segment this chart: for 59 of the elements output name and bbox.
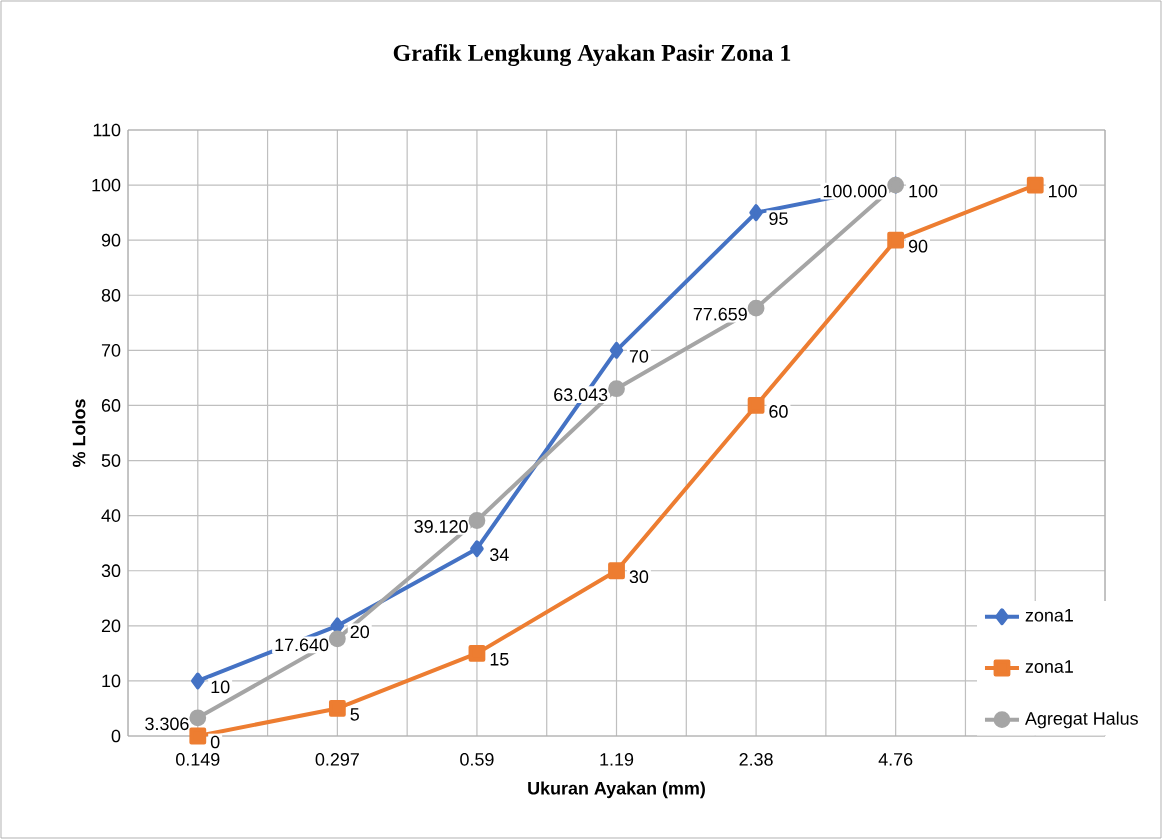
data-label: 34 <box>490 548 509 562</box>
point <box>609 341 624 359</box>
data-label: 3.306 <box>145 717 189 731</box>
point <box>328 630 346 648</box>
point <box>608 562 625 580</box>
y-tick-label: 80 <box>101 288 121 302</box>
point <box>328 700 346 717</box>
point <box>1026 176 1044 194</box>
point <box>608 380 625 398</box>
y-tick-label: 40 <box>101 509 121 522</box>
point <box>189 727 207 745</box>
data-label: 60 <box>769 405 788 418</box>
data-label: 20 <box>350 625 370 639</box>
legend-label: zona1 <box>1025 660 1073 673</box>
x-tick-label: 4.76 <box>878 753 913 766</box>
point <box>887 231 905 249</box>
point <box>190 672 205 690</box>
y-tick-label: 60 <box>101 399 121 412</box>
point <box>468 644 486 662</box>
point <box>468 512 486 529</box>
legend-label: Agregat Halus <box>1025 711 1138 729</box>
point <box>470 540 484 558</box>
point <box>747 397 765 414</box>
data-label: 77.659 <box>693 307 747 321</box>
x-tick-label: 1.19 <box>600 753 634 766</box>
data-label: 15 <box>490 653 509 666</box>
y-tick-label: 90 <box>101 233 121 247</box>
data-label: 100.000 <box>823 184 887 198</box>
data-label: 100 <box>909 184 938 198</box>
y-axis-title: % Lolos <box>72 399 86 467</box>
x-tick-label: 2.38 <box>739 753 773 766</box>
point <box>749 204 763 222</box>
x-tick-label: 0.149 <box>176 753 220 766</box>
point <box>747 299 765 317</box>
legend-label: zona1 <box>1025 609 1073 622</box>
y-tick-label: 10 <box>102 674 121 688</box>
x-tick-label: 0.297 <box>315 753 359 766</box>
chart-title: Grafik Lengkung Ayakan Pasir Zona 1 <box>393 43 791 67</box>
y-tick-label: 70 <box>101 344 121 357</box>
data-label: 63.043 <box>554 388 608 402</box>
y-tick-label: 50 <box>101 454 121 467</box>
y-tick-label: 100 <box>92 178 121 192</box>
point <box>189 709 207 727</box>
data-label: 90 <box>908 239 928 253</box>
data-label: 70 <box>629 350 649 363</box>
data-label: 39.120 <box>414 520 468 533</box>
y-tick-label: 110 <box>93 123 121 137</box>
data-label: 30 <box>629 570 649 584</box>
data-label: 10 <box>211 680 230 694</box>
data-label: 95 <box>769 212 788 225</box>
x-tick-label: 0.59 <box>460 753 494 766</box>
data-label: 17.640 <box>275 638 329 652</box>
y-tick-label: 0 <box>111 729 121 743</box>
data-label: 100 <box>1049 184 1077 198</box>
y-tick-label: 20 <box>101 619 121 633</box>
x-axis-title: Ukuran Ayakan (mm) <box>528 781 705 799</box>
data-label: 0 <box>210 735 220 749</box>
data-label: 5 <box>350 708 359 721</box>
y-tick-label: 30 <box>101 564 121 578</box>
